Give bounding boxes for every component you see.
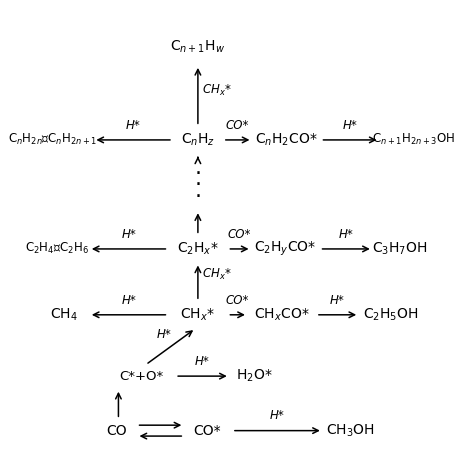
Text: CO*: CO* — [226, 294, 249, 307]
Text: C$_n$H$_z$: C$_n$H$_z$ — [181, 132, 215, 148]
Text: H*: H* — [195, 355, 210, 368]
Text: ·: · — [194, 187, 201, 207]
Text: C$_3$H$_7$OH: C$_3$H$_7$OH — [372, 241, 428, 257]
Text: CH$_x$*: CH$_x$* — [202, 83, 232, 98]
Text: CH$_x$*: CH$_x$* — [181, 307, 215, 323]
Text: H*: H* — [343, 119, 357, 132]
Text: H*: H* — [121, 294, 136, 307]
Text: C$_{n+1}$H$_{2n+3}$OH: C$_{n+1}$H$_{2n+3}$OH — [372, 133, 455, 148]
Text: H*: H* — [121, 228, 136, 241]
Text: ·: · — [194, 175, 201, 195]
Text: C*+O*: C*+O* — [119, 370, 163, 383]
Text: CO*: CO* — [226, 119, 249, 132]
Text: C$_2$H$_y$CO*: C$_2$H$_y$CO* — [255, 240, 317, 258]
Text: ·: · — [194, 164, 201, 184]
Text: CO: CO — [106, 424, 127, 438]
Text: CO*: CO* — [193, 424, 221, 438]
Text: C$_n$H$_2$CO*: C$_n$H$_2$CO* — [255, 132, 318, 148]
Text: CH$_3$OH: CH$_3$OH — [326, 422, 374, 439]
Text: C$_2$H$_4$、C$_2$H$_6$: C$_2$H$_4$、C$_2$H$_6$ — [25, 241, 89, 256]
Text: CH$_4$: CH$_4$ — [50, 307, 78, 323]
Text: C$_2$H$_5$OH: C$_2$H$_5$OH — [363, 307, 419, 323]
Text: C$_2$H$_x$*: C$_2$H$_x$* — [177, 241, 219, 257]
Text: CO*: CO* — [228, 228, 251, 241]
Text: CH$_x$*: CH$_x$* — [202, 267, 232, 282]
Text: H*: H* — [126, 119, 141, 132]
Text: H*: H* — [330, 294, 345, 307]
Text: C$_{n+1}$H$_w$: C$_{n+1}$H$_w$ — [170, 38, 226, 55]
Text: C$_n$H$_{2n}$、C$_n$H$_{2n+1}$: C$_n$H$_{2n}$、C$_n$H$_{2n+1}$ — [8, 133, 97, 148]
Text: H*: H* — [270, 409, 285, 422]
Text: CH$_x$CO*: CH$_x$CO* — [254, 307, 310, 323]
Text: H$_2$O*: H$_2$O* — [237, 368, 273, 384]
Text: H*: H* — [339, 228, 354, 241]
Text: H*: H* — [157, 328, 172, 341]
